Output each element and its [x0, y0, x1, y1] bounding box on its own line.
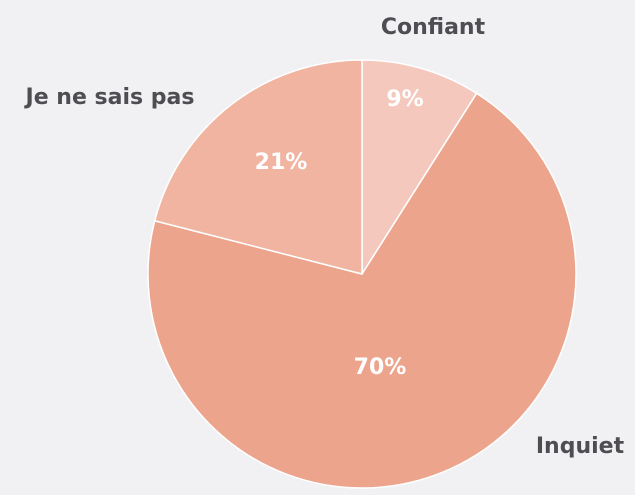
pie-slice [147, 92, 577, 489]
category-label: Je ne sais pas [24, 85, 195, 110]
pie-slice [361, 59, 478, 277]
category-label: Inquiet [536, 434, 625, 459]
slice-label: 70% [354, 355, 407, 380]
slice-label: 21% [255, 150, 308, 175]
slice-label: 9% [386, 87, 423, 112]
pie-slice [153, 59, 363, 275]
category-label: Confiant [381, 15, 486, 40]
